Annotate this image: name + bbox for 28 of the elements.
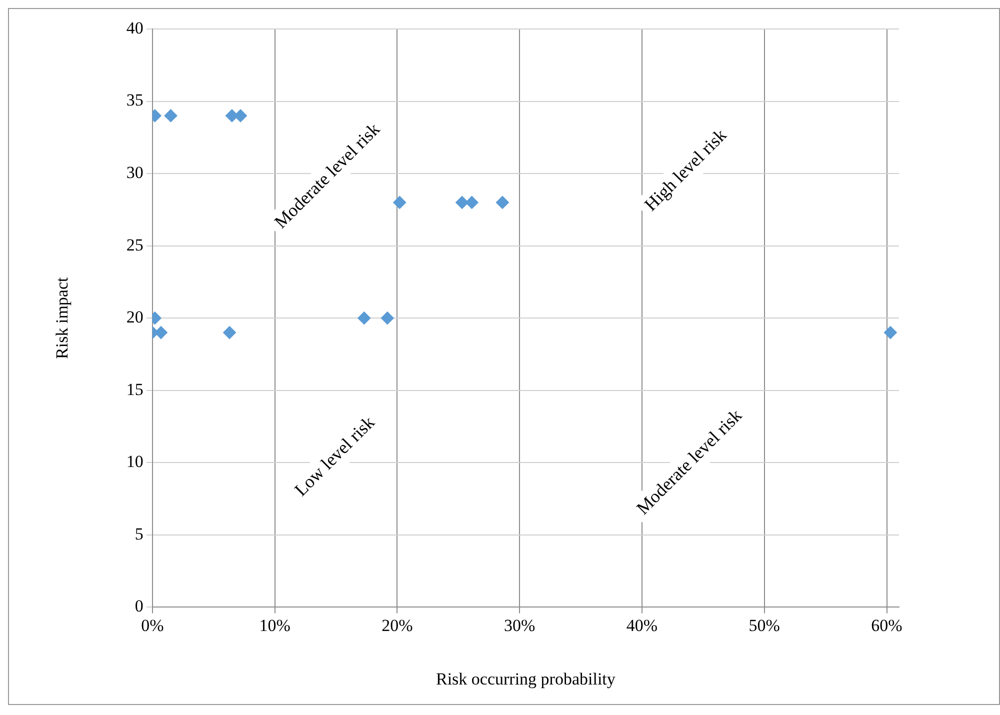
x-axis-title: Risk occurring probability: [436, 669, 616, 688]
point: [393, 196, 406, 209]
y-tick-label: 15: [126, 380, 144, 399]
x-tick-label: 30%: [504, 616, 536, 635]
y-tick-label: 20: [126, 308, 144, 327]
point: [456, 196, 469, 209]
y-tick-label: 0: [134, 596, 144, 616]
point: [164, 109, 178, 122]
y-tick-label: 40: [126, 18, 144, 38]
point: [234, 109, 248, 122]
x-tick-label: 50%: [748, 616, 780, 635]
x-tick-label: 20%: [382, 616, 413, 635]
point: [223, 326, 236, 340]
point: [380, 312, 394, 325]
y-tick-label: 30: [126, 163, 144, 182]
y-axis-title: Risk impact: [52, 276, 72, 359]
point: [884, 326, 897, 340]
y-tick-label: 35: [126, 90, 144, 110]
x-tick-label: 60%: [871, 616, 902, 635]
x-tick-label: 10%: [259, 616, 290, 635]
x-tick-label: 0%: [141, 616, 164, 635]
point: [496, 196, 509, 209]
y-tick-label: 25: [126, 235, 144, 254]
x-tick-label: 40%: [626, 616, 658, 635]
point: [358, 312, 371, 325]
y-tick-label: 10: [126, 452, 144, 472]
y-tick-label: 5: [134, 524, 144, 544]
point: [465, 196, 478, 209]
